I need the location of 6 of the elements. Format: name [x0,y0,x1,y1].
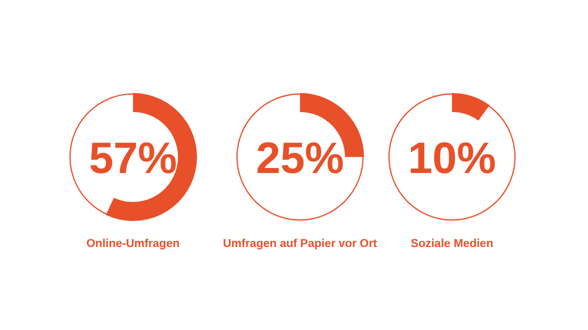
text: Online-Umfragen [86,238,180,250]
text: 57% [88,134,178,183]
text: Umfragen auf Papier vor Ort [222,238,378,250]
text: Soziale Medien [410,238,494,250]
text: 10% [408,134,496,183]
text: 25% [256,134,344,183]
